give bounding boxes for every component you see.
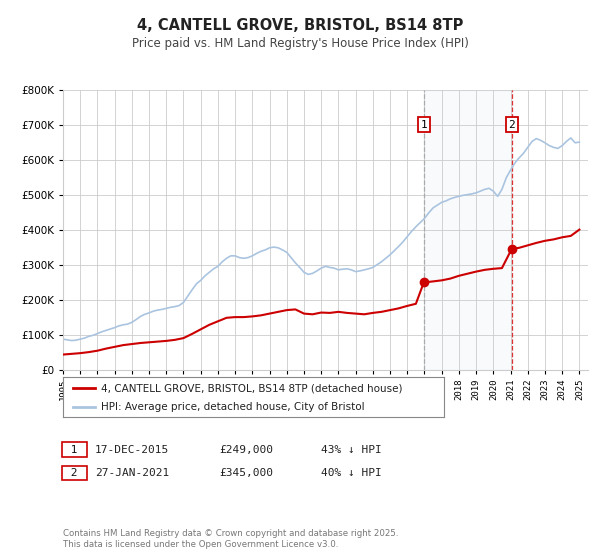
- Text: 2: 2: [508, 120, 515, 129]
- Text: Price paid vs. HM Land Registry's House Price Index (HPI): Price paid vs. HM Land Registry's House …: [131, 37, 469, 50]
- Text: Contains HM Land Registry data © Crown copyright and database right 2025.
This d: Contains HM Land Registry data © Crown c…: [63, 529, 398, 549]
- Text: £249,000: £249,000: [219, 445, 273, 455]
- Bar: [424, 90, 512, 370]
- Text: 1: 1: [421, 120, 427, 129]
- Text: 27-JAN-2021: 27-JAN-2021: [95, 468, 169, 478]
- Text: 1: 1: [64, 445, 85, 455]
- Text: HPI: Average price, detached house, City of Bristol: HPI: Average price, detached house, City…: [101, 402, 365, 412]
- Text: 4, CANTELL GROVE, BRISTOL, BS14 8TP: 4, CANTELL GROVE, BRISTOL, BS14 8TP: [137, 18, 463, 32]
- Text: 17-DEC-2015: 17-DEC-2015: [95, 445, 169, 455]
- Text: 2: 2: [64, 468, 85, 478]
- Text: £345,000: £345,000: [219, 468, 273, 478]
- Text: 40% ↓ HPI: 40% ↓ HPI: [321, 468, 382, 478]
- Text: 4, CANTELL GROVE, BRISTOL, BS14 8TP (detached house): 4, CANTELL GROVE, BRISTOL, BS14 8TP (det…: [101, 383, 403, 393]
- Text: 43% ↓ HPI: 43% ↓ HPI: [321, 445, 382, 455]
